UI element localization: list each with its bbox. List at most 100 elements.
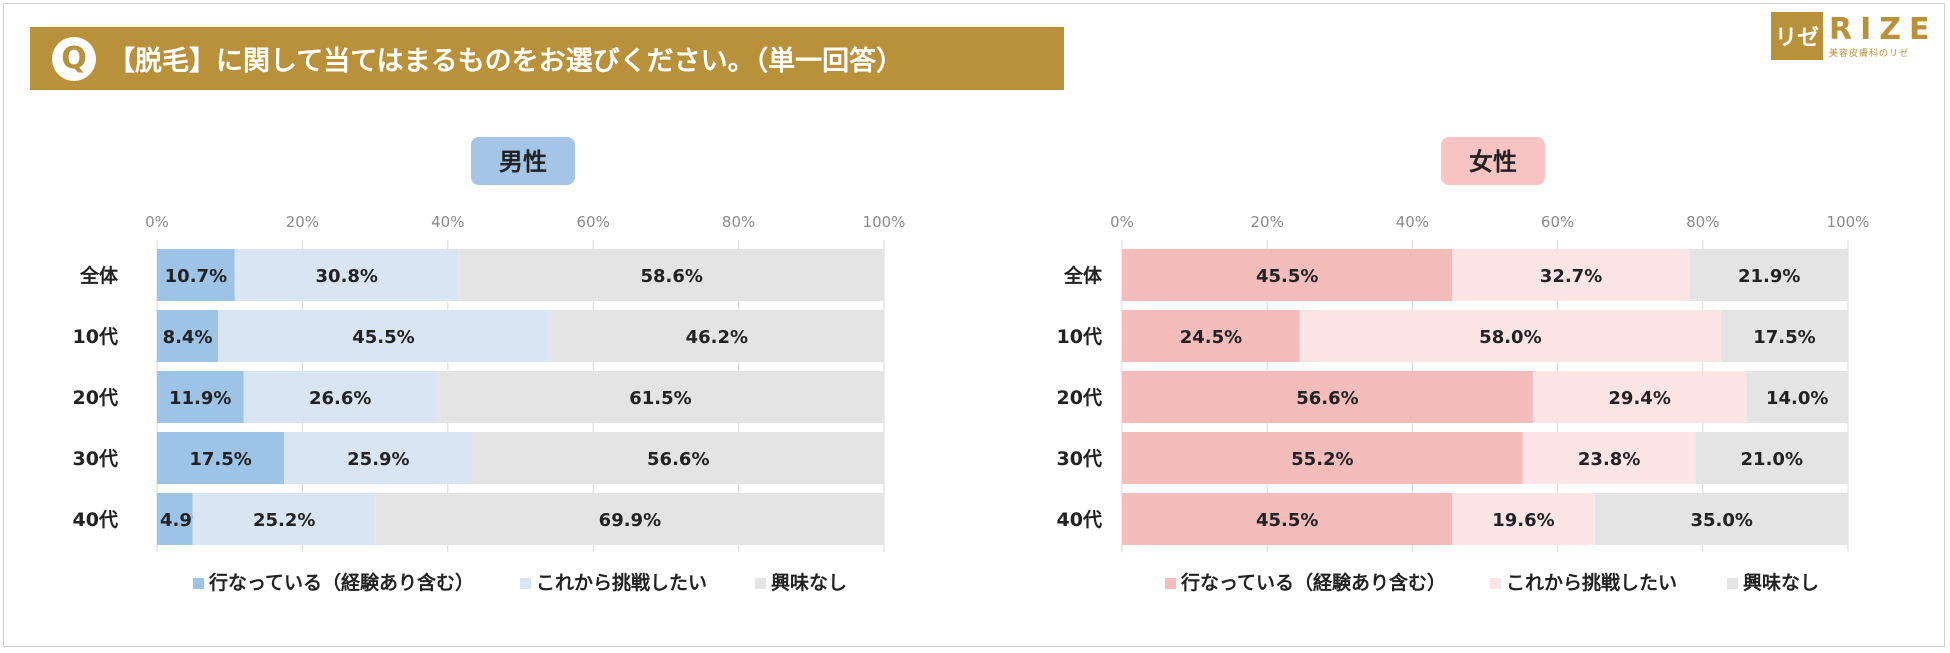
bar-segment [1532,371,1747,423]
data-label: 56.6% [647,449,709,470]
legend-label: 興味なし [1743,572,1819,594]
bar-segment [157,493,193,545]
data-label: 35.0% [1690,510,1752,531]
data-label: 25.9% [347,449,409,470]
bar-segment [284,432,473,484]
bar-segment [1452,249,1690,301]
category-label: 30代 [73,448,118,470]
logo-brand-name: RIZE [1829,11,1938,47]
bar-segment [243,371,437,423]
data-label: 21.0% [1741,449,1803,470]
bar-segment [1720,310,1848,362]
category-label: 全体 [1063,264,1103,287]
bar-segment [436,371,884,423]
x-tick-label: 80% [1686,213,1719,231]
category-label: 40代 [1057,509,1102,531]
data-label: 24.5% [1180,327,1242,348]
data-label: 32.7% [1540,266,1602,287]
bar-segment [1689,249,1849,301]
logo-text-group: RIZE 美容皮膚科のリゼ [1829,11,1938,59]
data-label: 25.2% [253,510,315,531]
data-label: 17.5% [1753,327,1815,348]
legend-swatch [755,578,766,589]
chart-title: 女性 [1469,148,1517,176]
data-label: 45.5% [1256,266,1318,287]
bar-segment [1122,432,1523,484]
bar-segment [1594,493,1849,545]
category-label: 30代 [1057,448,1102,470]
legend-swatch [520,578,531,589]
data-label: 69.9% [599,510,661,531]
bar-segment [218,310,549,362]
data-label: 14.0% [1766,388,1828,409]
legend-swatch [1727,578,1738,589]
legend-label: 行なっている（経験あり含む） [1180,571,1446,594]
x-tick-label: 100% [1827,213,1870,231]
chart-title-badge [1441,137,1545,185]
bar-segment [1122,249,1453,301]
bar-segment [1522,432,1696,484]
x-tick-label: 100% [863,213,906,231]
bar-segment [458,249,885,301]
logo-subtitle: 美容皮膚科のリゼ [1829,48,1910,59]
data-label: 21.9% [1738,266,1800,287]
bar-segment [157,371,244,423]
x-tick-label: 20% [1251,213,1284,231]
legend-label: 行なっている（経験あり含む） [208,571,474,594]
data-label: 26.6% [309,388,371,409]
x-tick-label: 60% [577,213,610,231]
data-label: 11.9% [169,388,231,409]
question-banner: Q 【脱毛】に関して当てはまるものをお選びください。（単一回答） [30,27,1064,90]
legend-swatch [1165,578,1176,589]
data-label: 61.5% [629,388,691,409]
data-label: 8.4% [163,327,213,348]
bar-segment [1122,310,1300,362]
chart-title-badge [471,137,575,185]
category-label: 20代 [1057,387,1102,409]
bar-segment [1122,493,1453,545]
brand-logo: リゼ RIZE 美容皮膚科のリゼ [1771,12,1938,60]
bar-segment [157,432,285,484]
data-label: 10.7% [165,266,227,287]
legend-swatch [1490,578,1501,589]
category-label: 全体 [79,264,119,287]
data-label: 58.0% [1479,327,1541,348]
category-label: 10代 [1057,326,1102,348]
bar-segment [472,432,884,484]
legend-label: 興味なし [771,572,847,594]
category-label: 40代 [73,509,118,531]
bar-segment [375,493,884,545]
question-text: 【脱毛】に関して当てはまるものをお選びください。（単一回答） [108,46,904,77]
x-tick-label: 40% [1396,213,1429,231]
data-label: 55.2% [1291,449,1353,470]
legend-label: これから挑戦したい [1506,571,1677,594]
data-label: 58.6% [640,266,702,287]
data-label: 56.6% [1296,388,1358,409]
legend-swatch [193,578,204,589]
x-tick-label: 0% [145,213,169,231]
x-tick-label: 20% [286,213,319,231]
data-label: 23.8% [1578,449,1640,470]
data-label: 45.5% [1256,510,1318,531]
category-label: 20代 [73,387,118,409]
bar-segment [1746,371,1848,423]
bar-segment [192,493,376,545]
data-label: 17.5% [189,449,251,470]
logo-mark: リゼ [1771,12,1823,60]
data-label: 45.5% [352,327,414,348]
x-tick-label: 60% [1541,213,1574,231]
bar-segment [1452,493,1595,545]
bar-segment [548,310,885,362]
bar-segment [1299,310,1721,362]
bar-segment [157,249,235,301]
question-badge: Q [52,36,96,81]
bar-segment [1695,432,1848,484]
x-tick-label: 0% [1110,213,1134,231]
bar-segment [157,310,219,362]
x-tick-label: 40% [431,213,464,231]
data-label: 30.8% [316,266,378,287]
outer-frame [3,3,1945,647]
data-label: 46.2% [686,327,748,348]
data-label: 29.4% [1608,388,1670,409]
